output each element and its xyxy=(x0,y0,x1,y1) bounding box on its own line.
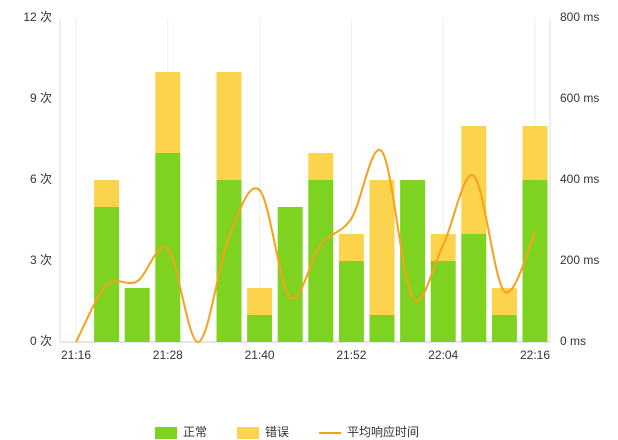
line xyxy=(75,148,536,344)
y2-tick-label: 600 ms xyxy=(560,91,599,105)
y-tick-label: 0 次 xyxy=(30,334,52,348)
bar xyxy=(430,234,456,261)
legend-swatch xyxy=(155,427,177,439)
y-tick-label: 12 次 xyxy=(23,10,52,24)
y2-tick-label: 400 ms xyxy=(560,172,599,186)
legend-label: 正常 xyxy=(183,425,207,439)
bar xyxy=(94,180,120,207)
bar xyxy=(461,234,487,342)
bar xyxy=(94,207,120,342)
bar xyxy=(155,153,181,342)
bar xyxy=(461,126,487,234)
bar xyxy=(369,180,395,315)
y2-tick-label: 800 ms xyxy=(560,10,599,24)
x-tick-label: 21:52 xyxy=(336,348,366,362)
legend-swatch xyxy=(237,427,260,439)
bar xyxy=(247,288,273,315)
bar xyxy=(338,261,364,342)
y2-tick-label: 200 ms xyxy=(560,253,599,267)
bar xyxy=(308,153,334,180)
x-tick-label: 21:40 xyxy=(245,348,275,362)
bar xyxy=(216,180,242,342)
bar xyxy=(369,315,395,342)
x-tick-label: 21:16 xyxy=(61,348,91,362)
bar xyxy=(247,315,273,342)
x-tick-label: 21:28 xyxy=(153,348,183,362)
bar xyxy=(491,315,517,342)
bar xyxy=(216,72,242,180)
y-tick-label: 6 次 xyxy=(30,172,52,186)
legend-label: 错误 xyxy=(265,425,289,439)
bar xyxy=(430,261,456,342)
y2-tick-label: 0 ms xyxy=(560,334,586,348)
legend-label: 平均响应时间 xyxy=(347,424,419,439)
bar xyxy=(338,234,364,261)
bar xyxy=(124,288,150,342)
bar xyxy=(155,72,181,153)
y-tick-label: 9 次 xyxy=(30,91,52,105)
y-tick-label: 3 次 xyxy=(30,253,52,267)
bar xyxy=(522,126,548,180)
x-tick-label: 22:04 xyxy=(428,348,458,362)
bar xyxy=(522,180,548,342)
x-tick-label: 22:16 xyxy=(520,348,550,362)
